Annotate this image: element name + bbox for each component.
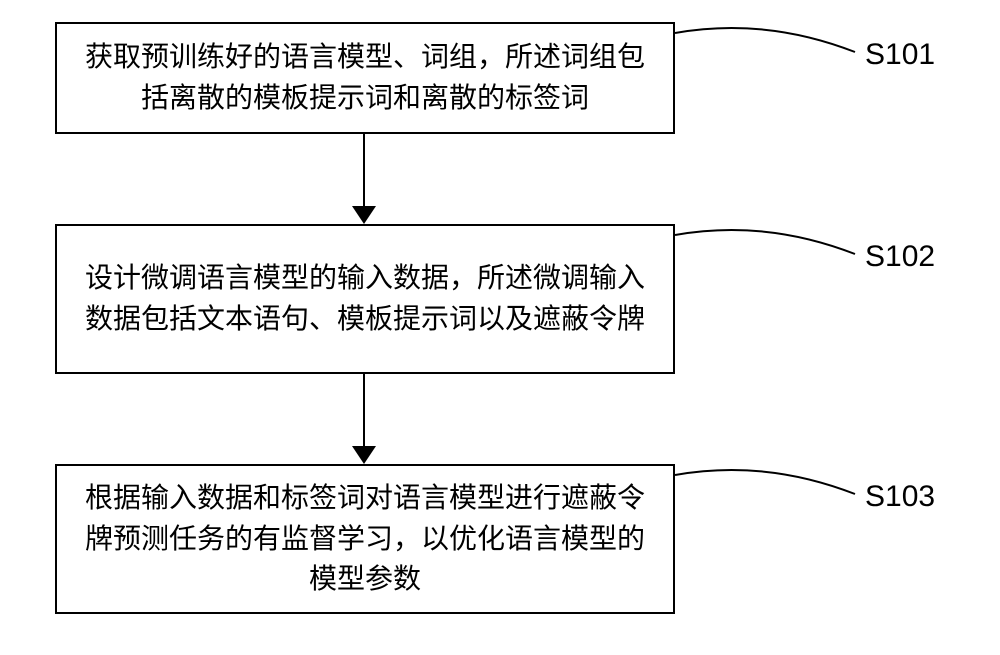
arrow-s102-s103 — [363, 374, 365, 452]
flow-step-s102: 设计微调语言模型的输入数据，所述微调输入数据包括文本语句、模板提示词以及遮蔽令牌 — [55, 224, 675, 374]
label-connector-s103 — [675, 464, 865, 524]
flow-step-s101: 获取预训练好的语言模型、词组，所述词组包括离散的模板提示词和离散的标签词 — [55, 22, 675, 134]
step-label-s103: S103 — [865, 480, 935, 514]
arrow-s101-s102 — [363, 134, 365, 212]
label-connector-s102 — [675, 224, 865, 284]
arrow-head-s102-s103 — [352, 446, 376, 464]
flow-step-s103: 根据输入数据和标签词对语言模型进行遮蔽令牌预测任务的有监督学习，以优化语言模型的… — [55, 464, 675, 614]
label-connector-s101 — [675, 22, 865, 82]
flow-step-s103-text: 根据输入数据和标签词对语言模型进行遮蔽令牌预测任务的有监督学习，以优化语言模型的… — [77, 478, 653, 600]
step-label-s102: S102 — [865, 240, 935, 274]
arrow-head-s101-s102 — [352, 206, 376, 224]
flow-step-s102-text: 设计微调语言模型的输入数据，所述微调输入数据包括文本语句、模板提示词以及遮蔽令牌 — [77, 258, 653, 339]
flow-step-s101-text: 获取预训练好的语言模型、词组，所述词组包括离散的模板提示词和离散的标签词 — [77, 37, 653, 118]
flowchart-container: 获取预训练好的语言模型、词组，所述词组包括离散的模板提示词和离散的标签词 S10… — [0, 0, 1000, 655]
step-label-s101: S101 — [865, 38, 935, 72]
